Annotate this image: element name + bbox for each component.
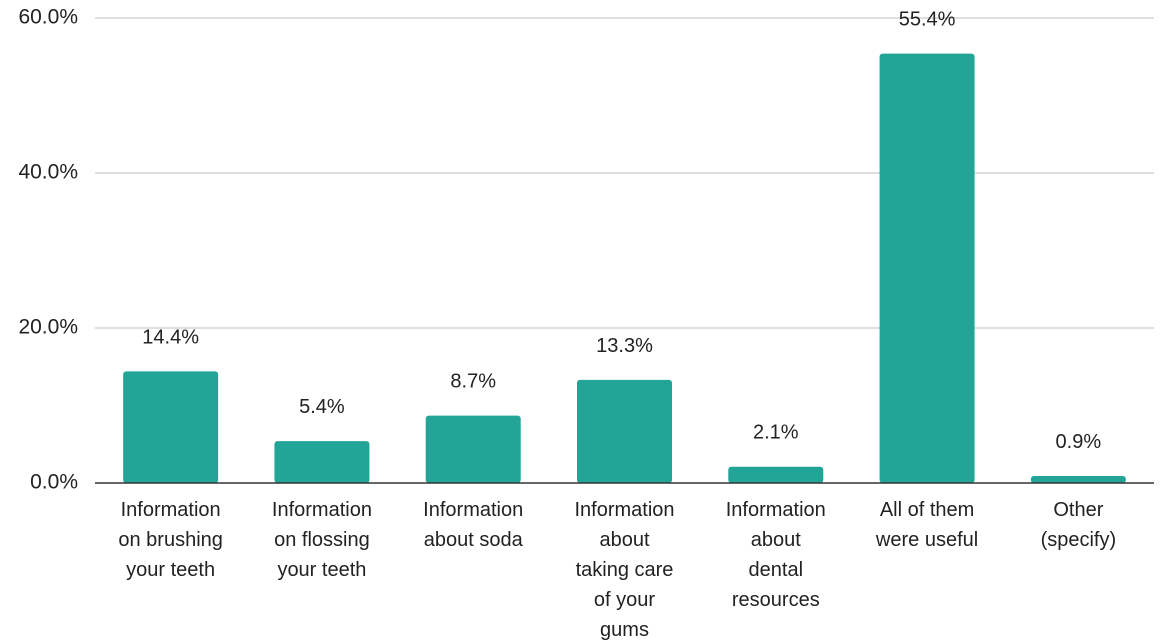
y-axis-tick-labels: 0.0% 20.0% 40.0% 60.0% bbox=[18, 6, 78, 494]
category-label-line: Other bbox=[1053, 499, 1103, 521]
data-label: 8.7% bbox=[450, 371, 496, 393]
data-label: 5.4% bbox=[299, 396, 345, 418]
bar bbox=[1031, 476, 1126, 483]
category-label-line: your teeth bbox=[126, 559, 215, 581]
category-label-line: All of them bbox=[880, 499, 974, 521]
category-label-line: Information bbox=[726, 499, 826, 521]
category-label: Information about soda bbox=[423, 499, 523, 551]
bars bbox=[123, 54, 1126, 483]
category-label-line: (specify) bbox=[1041, 529, 1117, 551]
category-label-line: taking care bbox=[576, 559, 674, 581]
data-label: 0.9% bbox=[1056, 431, 1102, 453]
data-label: 14.4% bbox=[142, 326, 199, 348]
bar bbox=[577, 380, 672, 483]
gridlines bbox=[95, 18, 1154, 328]
category-label-line: gums bbox=[600, 619, 649, 641]
data-label: 13.3% bbox=[596, 335, 653, 357]
category-label-line: on brushing bbox=[118, 529, 223, 551]
category-label-line: about bbox=[599, 529, 649, 551]
y-tick-label: 0.0% bbox=[30, 471, 78, 494]
category-label: All of them were useful bbox=[875, 499, 978, 551]
category-labels: Information on brushing your teethInformat… bbox=[118, 499, 1116, 641]
category-label-line: Information bbox=[423, 499, 523, 521]
bar bbox=[123, 371, 218, 483]
category-label: Information about dental resources bbox=[726, 499, 826, 611]
y-tick-label: 40.0% bbox=[18, 161, 78, 184]
bar bbox=[728, 467, 823, 483]
y-tick-label: 20.0% bbox=[18, 316, 78, 339]
category-label-line: on flossing bbox=[274, 529, 370, 551]
category-label-line: Information bbox=[574, 499, 674, 521]
category-label-line: resources bbox=[732, 589, 820, 611]
category-label-line: dental bbox=[749, 559, 804, 581]
bar bbox=[426, 416, 521, 483]
data-label: 2.1% bbox=[753, 422, 799, 444]
category-label-line: about bbox=[751, 529, 801, 551]
bar bbox=[880, 54, 975, 483]
category-label-line: your teeth bbox=[277, 559, 366, 581]
category-label-line: Information bbox=[121, 499, 221, 521]
category-label-line: of your bbox=[594, 589, 655, 611]
data-label: 55.4% bbox=[899, 9, 956, 31]
category-label: Information on flossing your teeth bbox=[272, 499, 372, 581]
category-label-line: about soda bbox=[424, 529, 524, 551]
y-tick-label: 60.0% bbox=[18, 6, 78, 29]
bar bbox=[274, 441, 369, 483]
category-label-line: were useful bbox=[875, 529, 978, 551]
category-label-line: Information bbox=[272, 499, 372, 521]
category-label: Information about taking care of your gums bbox=[574, 499, 674, 641]
category-label: Other (specify) bbox=[1041, 499, 1117, 551]
category-label: Information on brushing your teeth bbox=[118, 499, 223, 581]
